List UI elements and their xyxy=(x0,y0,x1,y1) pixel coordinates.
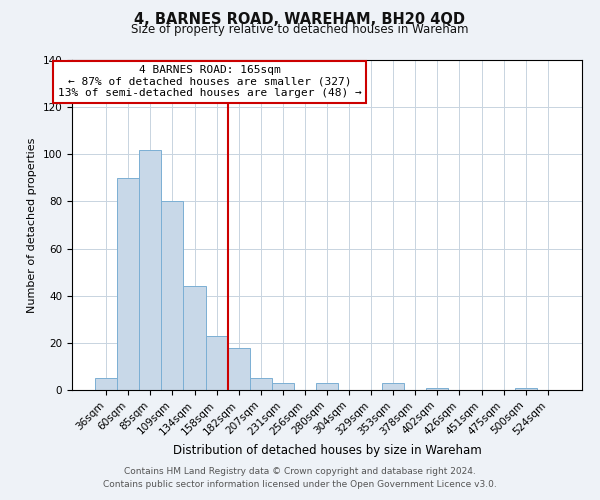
Bar xyxy=(227,348,250,390)
Text: Size of property relative to detached houses in Wareham: Size of property relative to detached ho… xyxy=(131,22,469,36)
Text: Contains HM Land Registry data © Crown copyright and database right 2024.
Contai: Contains HM Land Registry data © Crown c… xyxy=(103,467,497,489)
Bar xyxy=(250,378,272,390)
Bar xyxy=(515,388,537,390)
Text: 4, BARNES ROAD, WAREHAM, BH20 4QD: 4, BARNES ROAD, WAREHAM, BH20 4QD xyxy=(134,12,466,28)
X-axis label: Distribution of detached houses by size in Wareham: Distribution of detached houses by size … xyxy=(173,444,481,456)
Bar xyxy=(161,202,184,390)
Bar xyxy=(206,336,227,390)
Bar xyxy=(184,286,206,390)
Bar xyxy=(316,383,338,390)
Bar xyxy=(272,383,294,390)
Bar xyxy=(427,388,448,390)
Bar xyxy=(382,383,404,390)
Bar xyxy=(139,150,161,390)
Bar xyxy=(117,178,139,390)
Bar xyxy=(95,378,117,390)
Text: 4 BARNES ROAD: 165sqm
← 87% of detached houses are smaller (327)
13% of semi-det: 4 BARNES ROAD: 165sqm ← 87% of detached … xyxy=(58,65,362,98)
Y-axis label: Number of detached properties: Number of detached properties xyxy=(27,138,37,312)
